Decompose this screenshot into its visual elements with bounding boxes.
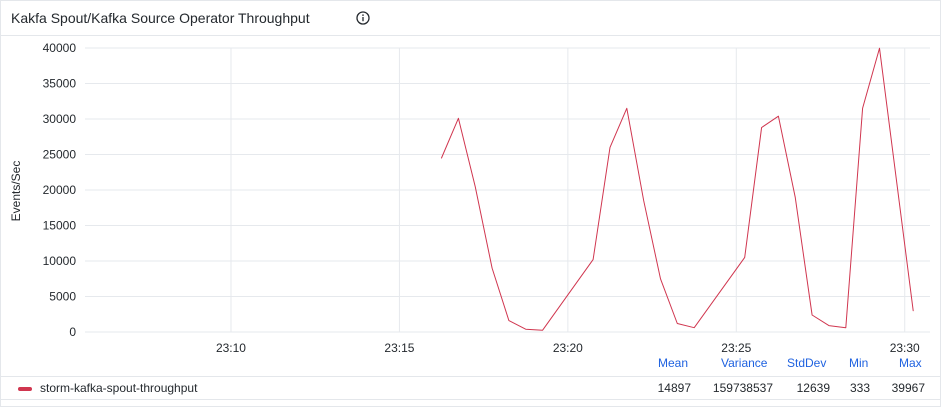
legend-series-label[interactable]: storm-kafka-spout-throughput — [40, 381, 198, 395]
stat-value-mean: 14897 — [657, 381, 691, 395]
x-tick-label-2: 23:20 — [553, 341, 583, 355]
stat-value-max: 39967 — [891, 381, 925, 395]
stat-header-min[interactable]: Min — [849, 356, 869, 370]
x-tick-label-3: 23:25 — [721, 341, 751, 355]
x-tick-label-1: 23:15 — [384, 341, 414, 355]
legend-swatch — [18, 387, 32, 391]
y-tick-label-6: 30000 — [43, 112, 77, 126]
stat-header-mean[interactable]: Mean — [658, 356, 689, 370]
y-axis-label: Events/Sec — [9, 161, 23, 222]
line-chart: 0 5000 10000 15000 20000 25000 30000 35000 40000… — [9, 41, 930, 355]
x-tick-label-4: 23:30 — [890, 341, 920, 355]
stat-header-max[interactable]: Max — [899, 356, 922, 370]
panel-header: Kakfa Spout/Kafka Source Operator Throug… — [1, 1, 940, 36]
y-tick-label-0: 0 — [69, 325, 76, 339]
y-tick-label-1: 5000 — [49, 290, 76, 304]
stat-value-stddev: 12639 — [796, 381, 830, 395]
y-tick-label-5: 25000 — [43, 148, 77, 162]
y-axis-ticks: 0 5000 10000 15000 20000 25000 30000 35000 40000 — [43, 41, 77, 339]
y-tick-label-4: 20000 — [43, 183, 77, 197]
legend-row[interactable]: storm-kafka-spout-throughput 14897 15973… — [0, 376, 941, 400]
info-icon[interactable] — [356, 11, 370, 25]
stat-header-stddev[interactable]: StdDev — [787, 356, 827, 370]
y-tick-label-3: 15000 — [43, 219, 77, 233]
stat-value-min: 333 — [849, 381, 870, 395]
x-tick-label-0: 23:10 — [216, 341, 246, 355]
y-tick-label-2: 10000 — [43, 254, 77, 268]
x-axis-ticks: 23:10 23:15 23:20 23:25 23:30 — [216, 341, 920, 355]
y-tick-label-7: 35000 — [43, 77, 77, 91]
legend-stats-header: Mean Variance StdDev Min Max — [0, 356, 941, 372]
chart-grid — [85, 47, 930, 333]
stat-header-variance[interactable]: Variance — [721, 356, 768, 370]
y-tick-label-8: 40000 — [43, 41, 77, 55]
panel-title: Kakfa Spout/Kafka Source Operator Throug… — [11, 10, 310, 26]
series-line-0[interactable] — [441, 47, 914, 331]
series-layer — [441, 47, 914, 331]
stat-value-variance: 159738537 — [712, 381, 773, 395]
